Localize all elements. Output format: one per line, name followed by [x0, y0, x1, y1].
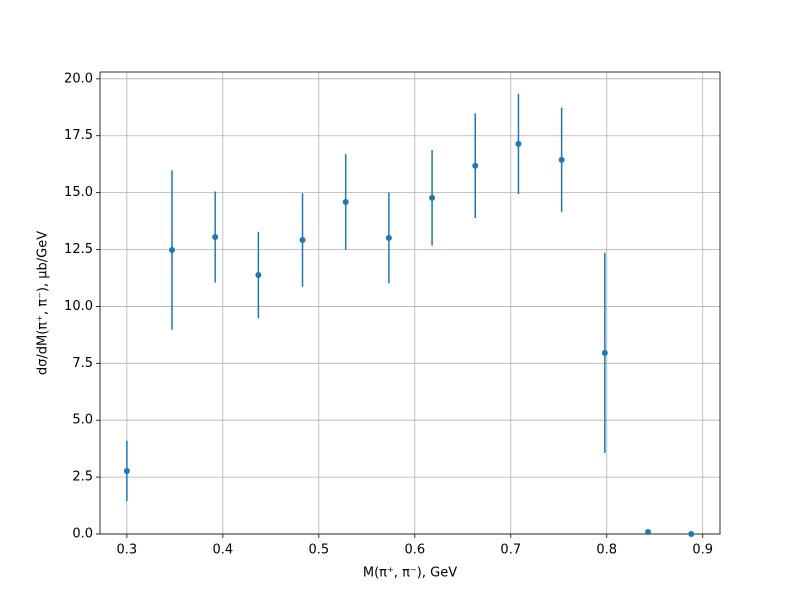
data-point: [299, 236, 306, 243]
y-tick-label: 10.0: [64, 299, 93, 314]
x-tick-label: 0.5: [308, 543, 329, 558]
y-tick-label: 20.0: [64, 71, 93, 86]
x-tick-label: 0.7: [500, 543, 521, 558]
y-axis-label: dσ/dM(π⁺, π⁻), μb/GeV: [36, 231, 51, 375]
y-tick-label: 2.5: [72, 470, 93, 485]
y-tick-label: 7.5: [72, 356, 93, 371]
plot-frame: [99, 71, 721, 535]
data-point: [645, 528, 652, 535]
y-tick-label: 15.0: [64, 185, 93, 200]
y-tick-label: 12.5: [64, 242, 93, 257]
data-point: [255, 272, 262, 279]
data-point: [429, 194, 436, 201]
x-tick-label: 0.9: [692, 543, 713, 558]
x-axis-label: M(π⁺, π⁻), GeV: [363, 566, 457, 581]
x-tick-label: 0.8: [596, 543, 617, 558]
data-point: [688, 531, 695, 537]
data-point: [342, 198, 349, 205]
data-point: [212, 234, 219, 240]
x-tick-label: 0.4: [213, 543, 234, 558]
data-point: [123, 467, 130, 474]
data-point: [515, 140, 522, 147]
x-tick-label: 0.3: [117, 543, 138, 558]
y-tick-label: 17.5: [64, 128, 93, 143]
x-tick-label: 0.6: [404, 543, 425, 558]
data-point: [472, 162, 479, 169]
y-tick-label: 5.0: [72, 413, 93, 428]
data-point: [558, 156, 565, 163]
data-point: [601, 349, 608, 356]
y-tick-label: 0.0: [72, 527, 93, 542]
data-point: [385, 234, 392, 241]
data-point: [168, 246, 175, 253]
